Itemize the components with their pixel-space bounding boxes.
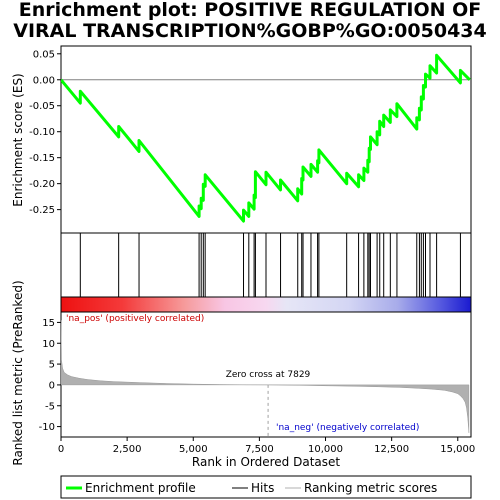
legend-box	[60, 475, 472, 499]
es-y-tick-label: -0.05	[29, 101, 55, 112]
x-axis: 0 2,500 5,000 7,500 10,000 12,500 15,000	[58, 437, 475, 455]
metric-y-tick-label: 10	[42, 339, 55, 350]
chart-title-line-1: Enrichment plot: POSITIVE REGULATION OF	[18, 0, 482, 21]
es-y-tick-label: 0.00	[33, 75, 55, 86]
metric-y-tick-label: 0	[49, 380, 55, 391]
pos-label: 'na_pos' (positively correlated)	[66, 314, 204, 324]
es-y-axis: 0.05 0.00 -0.05 -0.10 -0.15 -0.20 -0.25	[29, 49, 61, 216]
x-tick-label: 5,000	[179, 444, 208, 455]
es-y-tick-label: -0.25	[29, 205, 55, 216]
legend: Enrichment profile Hits Ranking metric s…	[60, 475, 472, 499]
enrichment-profile	[61, 53, 471, 223]
x-tick-label: 0	[58, 444, 64, 455]
x-tick-label: 15,000	[440, 444, 475, 455]
metric-y-tick-label: 15	[42, 318, 55, 329]
legend-profile-label: Enrichment profile	[85, 481, 196, 495]
neg-label: 'na_neg' (negatively correlated)	[276, 423, 419, 433]
x-tick-label: 10,000	[308, 444, 343, 455]
ranking-metric-fill	[61, 320, 470, 433]
es-y-tick-label: 0.05	[33, 49, 55, 60]
chart-title: Enrichment plot: POSITIVE REGULATION OF …	[0, 0, 500, 42]
metric-y-axis-label: Ranked list metric (PreRanked)	[11, 280, 25, 465]
metric-y-axis: 15 10 5 0 -5 -10	[39, 318, 61, 433]
legend-metric-label: Ranking metric scores	[304, 481, 437, 495]
x-tick-label: 12,500	[374, 444, 409, 455]
metric-y-tick-label: 5	[49, 360, 55, 371]
rank-color-bar	[60, 296, 472, 313]
metric-panel	[60, 311, 472, 438]
x-axis-label: Rank in Ordered Dataset	[192, 455, 340, 469]
legend-hits-label: Hits	[251, 481, 274, 495]
es-y-tick-label: -0.10	[29, 127, 55, 138]
ranking-metric-area	[61, 320, 470, 433]
metric-y-tick-label: -5	[45, 401, 55, 412]
zero-cross-label: Zero cross at 7829	[226, 370, 311, 380]
es-panel	[60, 45, 472, 234]
x-tick-label: 2,500	[113, 444, 142, 455]
chart-title-line-2: VIRAL TRANSCRIPTION%GOBP%GO:0050434	[13, 20, 487, 42]
metric-y-tick-label: -10	[39, 422, 55, 433]
enrichment-profile-line	[61, 53, 471, 223]
es-y-tick-label: -0.15	[29, 153, 55, 164]
es-y-tick-label: -0.20	[29, 179, 55, 190]
x-tick-label: 7,500	[245, 444, 274, 455]
es-y-axis-label: Enrichment score (ES)	[11, 73, 25, 206]
hit-markers	[79, 233, 461, 297]
